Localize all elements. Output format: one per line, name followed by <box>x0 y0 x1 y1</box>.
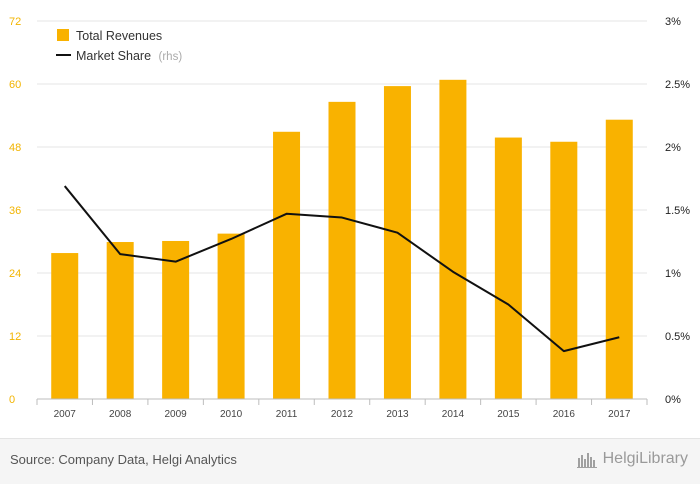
left-axis-tick-label: 0 <box>9 394 15 406</box>
x-axis-tick-label: 2009 <box>165 409 188 420</box>
revenue-bar <box>107 242 134 399</box>
revenue-bar <box>273 132 300 399</box>
right-axis-tick-label: 3% <box>665 16 681 28</box>
revenue-bar <box>51 253 78 399</box>
x-axis-tick-label: 2012 <box>331 409 354 420</box>
right-axis-tick-label: 2.5% <box>665 79 690 91</box>
x-axis-tick-label: 2011 <box>276 409 298 420</box>
x-axis-tick-label: 2008 <box>109 409 132 420</box>
brand-name: HelgiLibrary <box>603 450 688 468</box>
left-axis-tick-label: 60 <box>9 79 21 91</box>
right-axis-tick-label: 1% <box>665 268 681 280</box>
right-axis-tick-label: 0.5% <box>665 331 690 343</box>
revenue-bar <box>218 234 245 399</box>
helgi-library-logo-icon <box>577 450 599 468</box>
left-axis-tick-label: 36 <box>9 205 21 217</box>
footer: Source: Company Data, Helgi Analytics He… <box>0 438 700 484</box>
legend-label-market-share: Market Share (rhs) <box>76 49 182 63</box>
revenue-bar <box>495 138 522 399</box>
right-axis-tick-label: 2% <box>665 142 681 154</box>
x-axis-tick-label: 2016 <box>553 409 576 420</box>
left-axis-tick-label: 72 <box>9 16 21 28</box>
legend: Total Revenues Market Share (rhs) <box>56 29 182 63</box>
x-axis-tick-label: 2015 <box>497 409 520 420</box>
revenue-bar <box>606 120 633 399</box>
legend-label-total-revenues: Total Revenues <box>76 29 162 43</box>
right-axis-tick-label: 0% <box>665 394 681 406</box>
x-axis-tick-label: 2010 <box>220 409 243 420</box>
legend-market-share-name: Market Share <box>76 49 151 63</box>
right-axis-tick-label: 1.5% <box>665 205 690 217</box>
x-axis-tick-label: 2013 <box>386 409 409 420</box>
revenue-bar <box>550 142 577 399</box>
left-axis-tick-label: 12 <box>9 331 21 343</box>
legend-swatch-total-revenues <box>57 29 69 41</box>
legend-market-share-suffix: (rhs) <box>159 51 183 63</box>
x-axis-tick-label: 2014 <box>442 409 465 420</box>
brand[interactable]: HelgiLibrary <box>577 450 688 468</box>
chart: 0 12 24 36 48 60 72 0% 0.5% 1% 1.5% 2% 2.5% 3% 2007 200… <box>0 0 700 438</box>
revenue-bar <box>439 80 466 399</box>
revenue-bar <box>162 241 189 399</box>
revenue-bar <box>329 102 356 399</box>
left-axis-tick-label: 24 <box>9 268 21 280</box>
source-note: Source: Company Data, Helgi Analytics <box>10 452 237 467</box>
revenue-bar <box>384 86 411 399</box>
revenue-bars <box>51 80 633 399</box>
left-axis-tick-label: 48 <box>9 142 21 154</box>
x-axis-tick-label: 2007 <box>54 409 77 420</box>
x-axis-tick-label: 2017 <box>608 409 631 420</box>
